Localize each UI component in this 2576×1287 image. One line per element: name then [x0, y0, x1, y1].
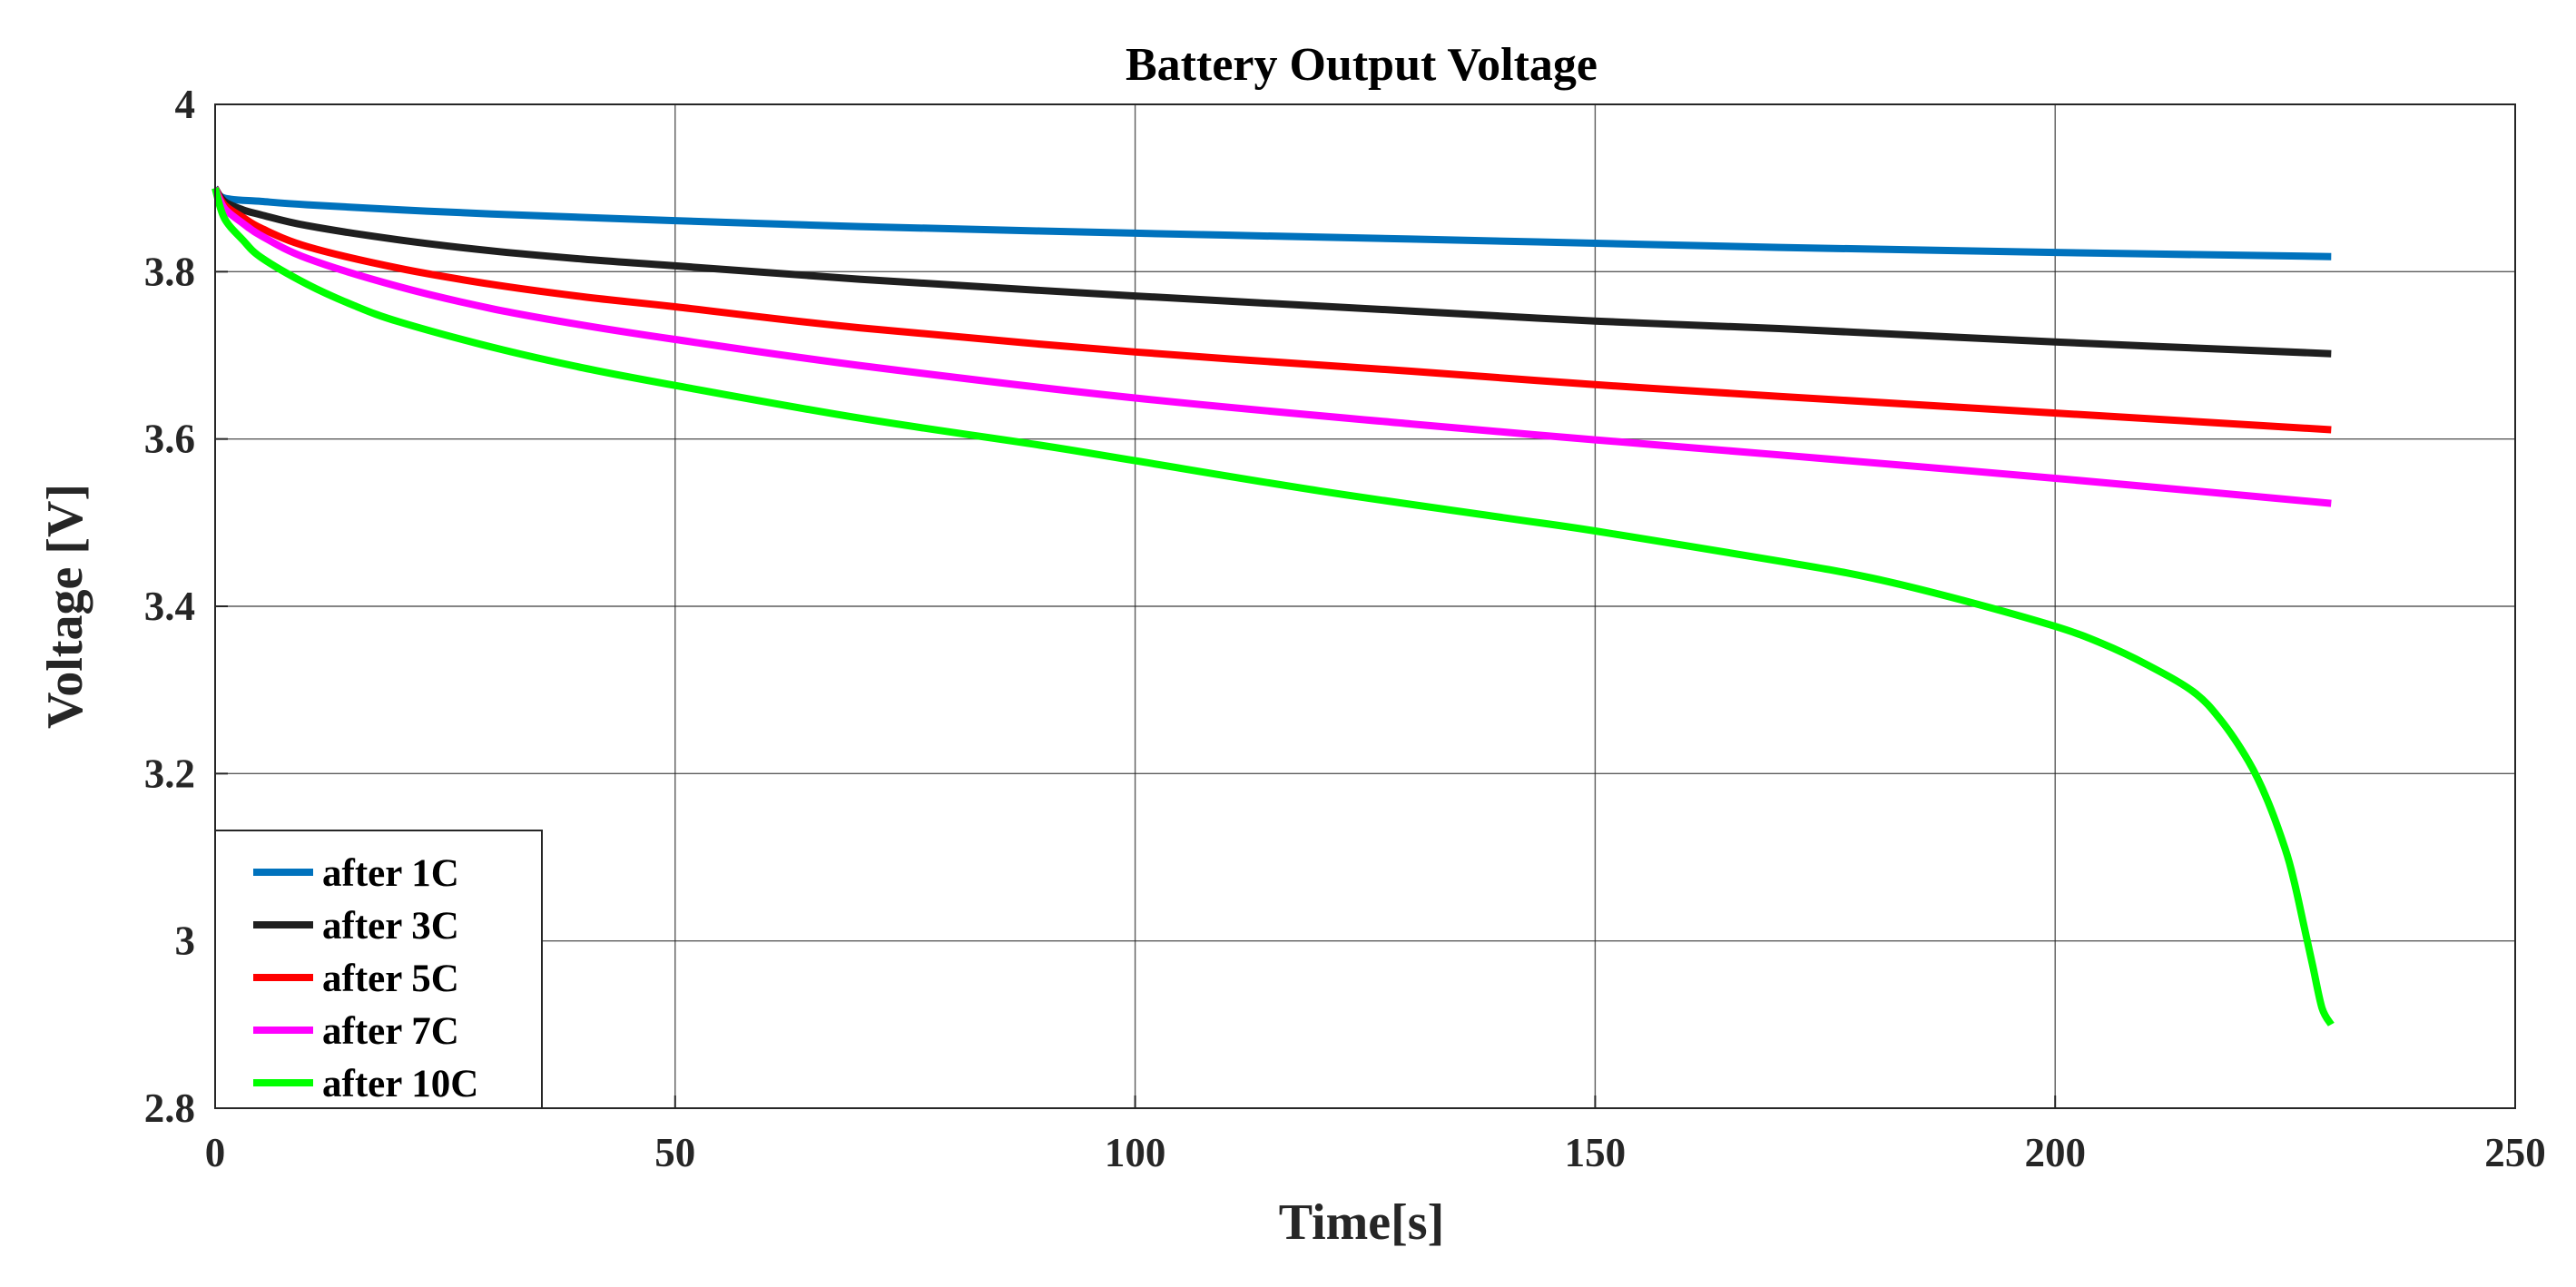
x-tick-label: 150 [1565, 1130, 1627, 1175]
legend-box [214, 830, 543, 1109]
x-axis-ticks: 0 50 100 150 200 250 [205, 1095, 2546, 1175]
series-line-after-10c [211, 187, 2335, 1027]
legend-label: after 5C [322, 958, 459, 1000]
y-axis-ticks: 2.8 3 3.2 3.4 3.6 3.8 4 [144, 82, 228, 1131]
series-group [211, 185, 2335, 1027]
y-tick-label: 2.8 [144, 1086, 195, 1131]
x-tick-label: 0 [205, 1130, 226, 1175]
legend: after 1C after 3C after 5C after 7C after 10… [214, 830, 543, 1109]
legend-label: after 3C [322, 905, 459, 948]
x-tick-label: 250 [2484, 1130, 2546, 1175]
x-tick-label: 200 [2024, 1130, 2086, 1175]
y-tick-label: 3.8 [144, 249, 195, 294]
legend-label: after 10C [322, 1063, 478, 1105]
series-line-after-1c [211, 185, 2332, 260]
chart-title: Battery Output Voltage [1126, 39, 1598, 91]
y-tick-label: 3.4 [144, 584, 195, 629]
grid [215, 104, 2515, 1108]
y-tick-label: 3.2 [144, 751, 195, 796]
y-tick-label: 3 [175, 919, 196, 964]
x-tick-label: 50 [654, 1130, 695, 1175]
legend-label: after 7C [322, 1010, 459, 1053]
series-line-after-3c [211, 185, 2332, 358]
series-line-after-7c [211, 186, 2332, 507]
x-tick-label: 100 [1105, 1130, 1166, 1175]
y-axis-label: Voltage [V] [37, 484, 93, 729]
legend-label: after 1C [322, 852, 459, 895]
x-axis-label: Time[s] [1279, 1194, 1445, 1251]
y-tick-label: 4 [175, 82, 196, 127]
y-tick-label: 3.6 [144, 417, 195, 462]
series-line-after-5c [211, 186, 2332, 434]
